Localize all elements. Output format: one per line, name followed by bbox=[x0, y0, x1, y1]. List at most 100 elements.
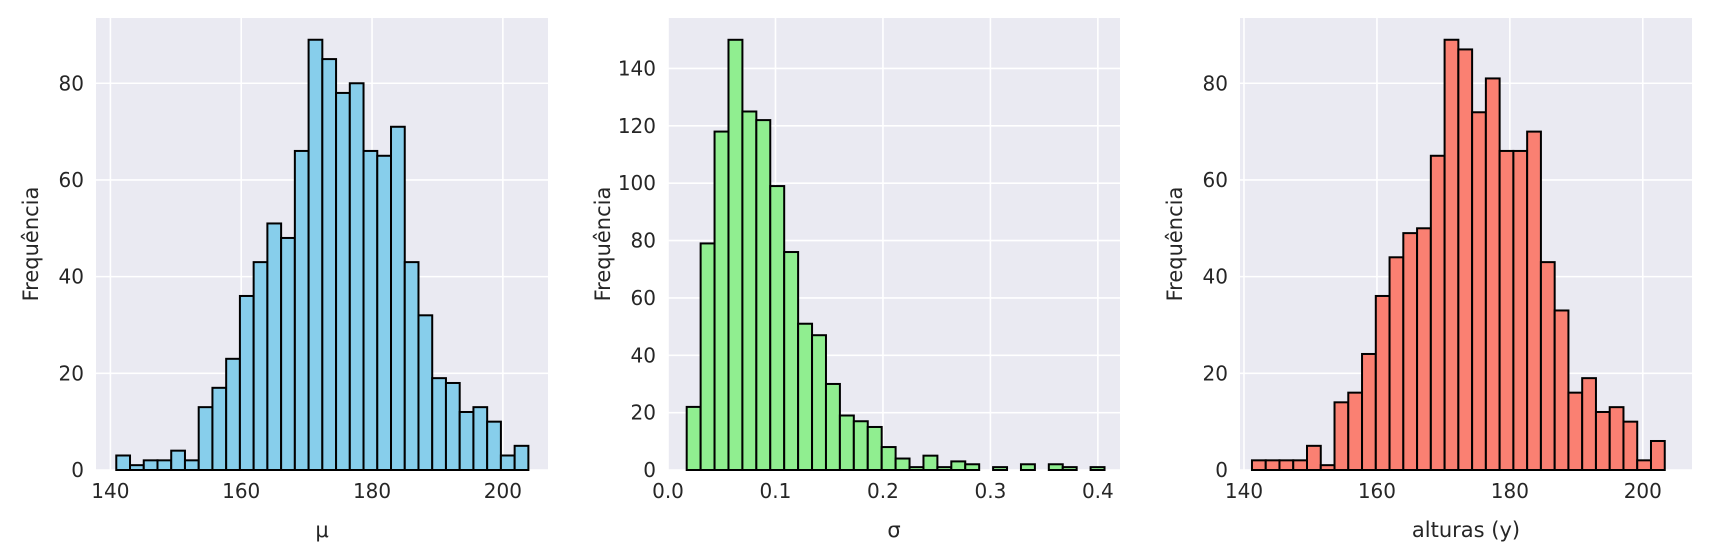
histogram-bar bbox=[1402, 232, 1419, 471]
histogram-bar bbox=[266, 222, 283, 471]
histogram-bar bbox=[362, 149, 379, 472]
histogram-bar bbox=[1553, 309, 1570, 471]
histogram-bar bbox=[403, 261, 420, 472]
histogram-bar bbox=[838, 414, 855, 472]
x-tick-label: 160 bbox=[1358, 479, 1396, 503]
histogram-bar bbox=[797, 322, 814, 471]
y-tick-label: 0 bbox=[71, 458, 84, 482]
histogram-bar bbox=[1347, 391, 1364, 471]
x-tick-label: 0.2 bbox=[867, 479, 899, 503]
histogram-bar bbox=[1471, 111, 1487, 472]
x-tick-label: 0.1 bbox=[760, 479, 792, 503]
histogram-bar bbox=[908, 466, 925, 472]
histogram-bar bbox=[1594, 410, 1611, 472]
y-tick-label: 60 bbox=[1203, 168, 1228, 192]
histogram-bar bbox=[1319, 464, 1336, 471]
histogram-bar bbox=[1443, 38, 1460, 472]
histogram-bar bbox=[1264, 459, 1281, 471]
y-axis-label: Frequência bbox=[1163, 187, 1187, 302]
histogram-bar bbox=[1498, 149, 1515, 472]
y-tick-label: 0 bbox=[643, 458, 656, 482]
histogram-bar bbox=[1429, 154, 1446, 472]
y-tick-label: 20 bbox=[59, 361, 84, 385]
histogram-bar bbox=[335, 91, 351, 471]
histogram-bar bbox=[472, 406, 489, 472]
histogram-bar bbox=[280, 236, 296, 471]
x-tick-label: 140 bbox=[1225, 479, 1263, 503]
x-axis-label: σ bbox=[887, 518, 900, 542]
chart-panel-1: 140 160 180 200 0 20 40 60 80 μ Frequência bbox=[19, 18, 548, 542]
x-tick-label: 0.4 bbox=[1082, 479, 1114, 503]
histogram-bar bbox=[129, 464, 145, 471]
histogram-bar bbox=[1608, 406, 1625, 472]
x-tick-label: 180 bbox=[353, 479, 391, 503]
y-tick-label: 20 bbox=[1203, 361, 1228, 385]
y-tick-label: 140 bbox=[618, 56, 656, 80]
histogram-bar bbox=[699, 242, 716, 471]
histogram-bar bbox=[1019, 463, 1036, 471]
y-tick-label: 0 bbox=[1215, 458, 1228, 482]
histogram-bar bbox=[1416, 227, 1432, 471]
histogram-bar bbox=[727, 38, 744, 471]
histogram-bar bbox=[866, 425, 883, 472]
histogram-bar bbox=[964, 463, 981, 471]
histogram-bar bbox=[499, 454, 516, 471]
y-tick-label: 80 bbox=[631, 229, 656, 253]
histogram-bar bbox=[824, 382, 841, 471]
histogram-bar bbox=[852, 420, 869, 471]
histogram-bar bbox=[1581, 377, 1597, 471]
y-tick-label: 40 bbox=[631, 343, 656, 367]
histogram-bar bbox=[1061, 466, 1078, 472]
histogram-bar bbox=[1457, 48, 1474, 472]
histogram-bar bbox=[713, 130, 730, 471]
histogram-bar bbox=[950, 460, 967, 471]
y-tick-label: 20 bbox=[631, 401, 656, 425]
y-tick-label: 40 bbox=[1203, 265, 1228, 289]
y-tick-label: 40 bbox=[59, 265, 84, 289]
histogram-bar bbox=[307, 38, 324, 472]
histogram-bar bbox=[936, 466, 953, 472]
histogram-bar bbox=[486, 420, 502, 471]
histogram-bar bbox=[755, 119, 772, 471]
histogram-bar bbox=[922, 454, 939, 472]
histogram-bar bbox=[685, 405, 702, 472]
histogram-bar bbox=[894, 457, 911, 472]
histogram-bar bbox=[444, 381, 461, 471]
y-tick-label: 60 bbox=[631, 286, 656, 310]
histogram-bar bbox=[197, 406, 214, 472]
x-tick-label: 140 bbox=[91, 479, 129, 503]
histogram-bar bbox=[1484, 77, 1501, 472]
x-tick-label: 0.0 bbox=[652, 479, 684, 503]
histogram-bar bbox=[1388, 256, 1405, 472]
y-axis-label: Frequência bbox=[19, 187, 43, 302]
histogram-bar bbox=[1278, 459, 1295, 471]
histogram-bar bbox=[1333, 401, 1350, 472]
histogram-bar bbox=[880, 446, 897, 472]
histogram-bar bbox=[1047, 463, 1064, 471]
histogram-bar bbox=[211, 386, 228, 471]
histogram-bar bbox=[783, 251, 800, 471]
histogram-bar bbox=[1089, 466, 1106, 472]
x-tick-label: 160 bbox=[222, 479, 260, 503]
histogram-bar bbox=[1512, 149, 1529, 472]
histogram-bar bbox=[1539, 261, 1556, 472]
histogram-bar bbox=[1526, 130, 1542, 471]
histogram-bar bbox=[156, 459, 173, 471]
x-tick-label: 0.3 bbox=[974, 479, 1006, 503]
x-tick-label: 180 bbox=[1491, 479, 1529, 503]
y-tick-label: 80 bbox=[59, 71, 84, 95]
histogram-bar bbox=[115, 454, 132, 471]
histogram-bar bbox=[1622, 420, 1639, 471]
histogram-bar bbox=[992, 466, 1009, 472]
histogram-bar bbox=[238, 294, 255, 472]
histogram-bar bbox=[431, 377, 447, 471]
histogram-bar bbox=[252, 261, 269, 472]
histogram-bar bbox=[458, 410, 475, 472]
histogram-bar bbox=[1292, 459, 1309, 471]
histogram-bar bbox=[513, 444, 530, 472]
chart-panel-3: 140 160 180 200 0 20 40 60 80 alturas (y) Frequênc… bbox=[1163, 18, 1692, 542]
histogram-bar bbox=[183, 459, 200, 471]
y-axis-label: Frequência bbox=[591, 187, 615, 302]
y-tick-label: 60 bbox=[59, 168, 84, 192]
histogram-bar bbox=[390, 125, 406, 471]
